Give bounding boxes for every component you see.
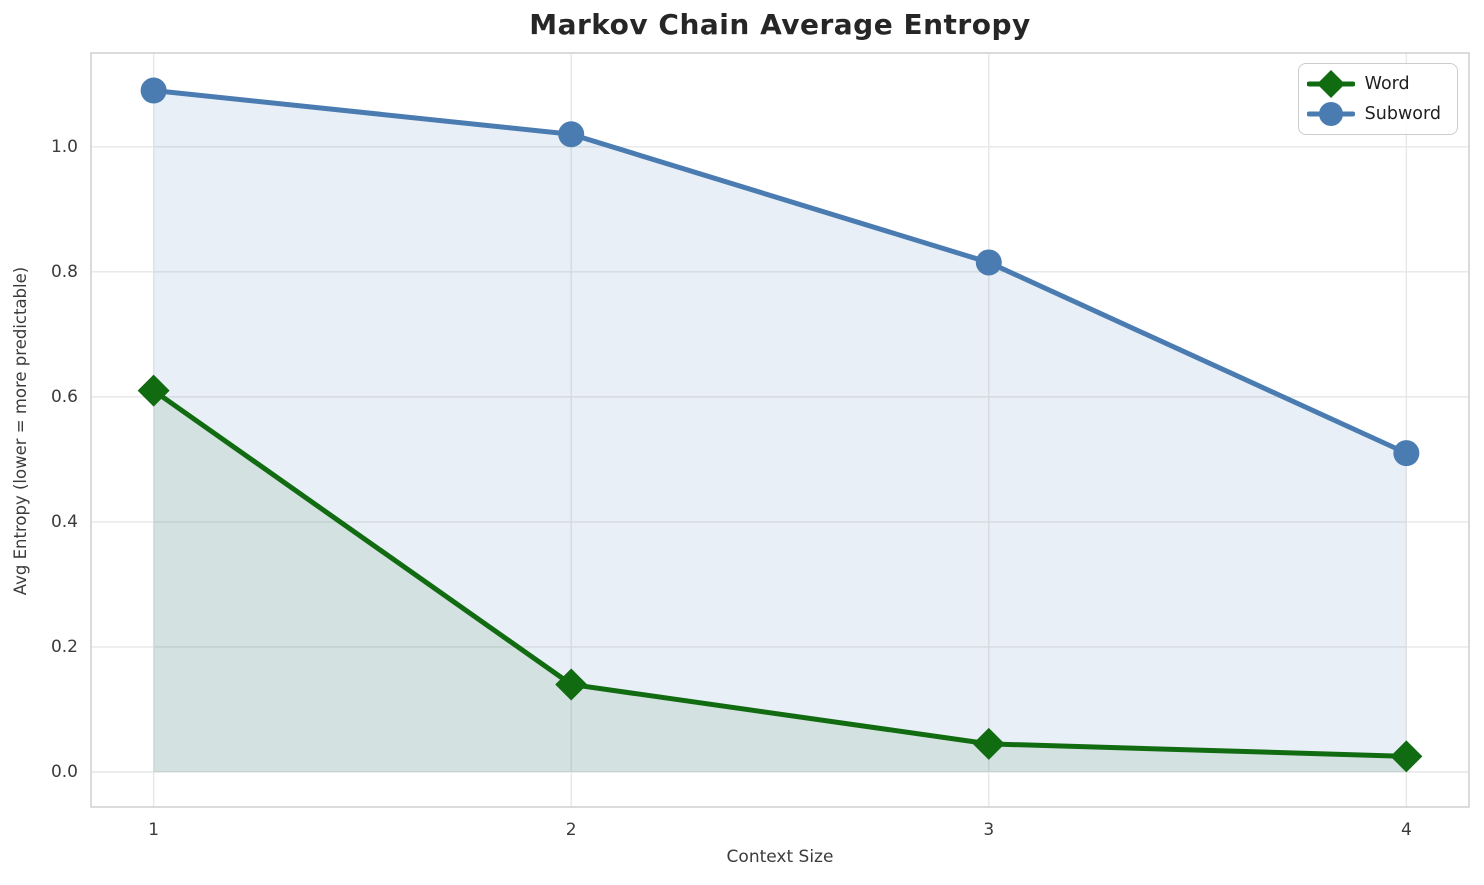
subword-marker-icon	[140, 77, 167, 104]
subword-marker-icon	[558, 121, 585, 148]
y-tick-label: 0.8	[50, 261, 78, 282]
subword-line	[151, 88, 1409, 456]
y-axis-label: Avg Entropy (lower = more predictable)	[11, 266, 30, 596]
y-tick-label: 0.0	[50, 761, 78, 782]
y-tick-label: 0.2	[50, 636, 78, 657]
x-tick-label: 1	[148, 820, 160, 840]
x-tick-label: 3	[983, 820, 995, 840]
subword-legend-marker-icon	[1306, 102, 1355, 126]
legend-item-subword: Subword	[1306, 99, 1441, 129]
legend-label-subword: Subword	[1364, 104, 1441, 124]
legend-item-word: Word	[1306, 69, 1441, 99]
legend: Word Subword	[1297, 63, 1458, 135]
x-tick-label: 4	[1400, 820, 1412, 840]
subword-marker-icon	[975, 249, 1002, 276]
subword-marker-icon	[1393, 440, 1420, 467]
word-marker-icon	[972, 727, 1005, 760]
y-tick-label: 0.6	[50, 386, 78, 407]
y-tick-label: 0.4	[50, 511, 78, 532]
legend-label-word: Word	[1364, 74, 1410, 94]
word-marker-icon	[137, 374, 170, 407]
chart-title: Markov Chain Average Entropy	[529, 8, 1031, 41]
x-tick-label: 2	[565, 820, 577, 840]
word-line	[151, 388, 1409, 759]
word-marker-icon	[555, 668, 588, 701]
word-marker-icon	[1390, 740, 1423, 773]
plot-border	[90, 52, 1470, 808]
word-area-fill	[153, 390, 1407, 772]
subword-area-fill	[153, 90, 1407, 772]
x-axis-label: Context Size	[726, 847, 834, 867]
y-tick-label: 1.0	[50, 136, 78, 157]
word-legend-marker-icon	[1306, 70, 1355, 98]
